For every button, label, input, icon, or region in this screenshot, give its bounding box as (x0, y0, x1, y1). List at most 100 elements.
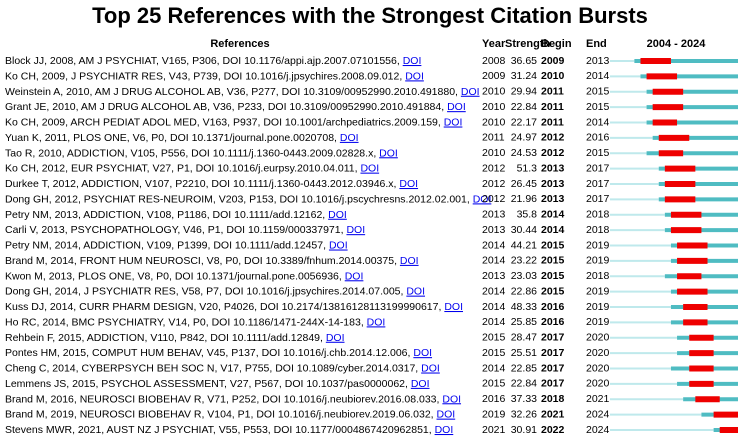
doi-link[interactable]: DOI (400, 255, 419, 267)
strength: 37.33 (511, 393, 537, 405)
reference-text: Carli V, 2013, PSYCHOPATHOLOGY, V46, P1,… (5, 224, 346, 236)
end: 2020 (586, 378, 610, 390)
pre-publication-line (610, 290, 671, 293)
doi-link[interactable]: DOI (360, 162, 379, 174)
end: 2014 (586, 70, 610, 82)
end: 2016 (586, 132, 610, 144)
doi-link[interactable]: DOI (329, 239, 348, 251)
burst-bar (658, 150, 684, 157)
active-line (646, 151, 738, 156)
begin: 2017 (541, 378, 565, 390)
doi-link[interactable]: DOI (411, 378, 430, 390)
burst-bar (664, 165, 696, 172)
year: 2012 (482, 193, 506, 205)
reference-text: Pontes HM, 2015, COMPUT HUM BEHAV, V45, … (5, 347, 413, 359)
end: 2019 (586, 239, 610, 251)
year: 2012 (482, 162, 506, 174)
doi-link[interactable]: DOI (444, 116, 463, 128)
burst-bar (658, 134, 690, 141)
doi-link[interactable]: DOI (442, 393, 461, 405)
strength: 24.53 (511, 147, 537, 159)
doi-link[interactable]: DOI (437, 408, 456, 420)
burst-bar (640, 58, 671, 64)
begin: 2017 (541, 362, 565, 374)
end: 2013 (586, 55, 610, 67)
burst-bar (652, 119, 678, 126)
doi-link[interactable]: DOI (346, 224, 365, 236)
year: 2010 (482, 86, 506, 98)
end: 2015 (586, 101, 610, 113)
reference: Petry NM, 2013, ADDICTION, V108, P1186, … (5, 209, 347, 221)
year: 2016 (482, 393, 506, 405)
doi-link[interactable]: DOI (405, 70, 424, 82)
doi-link[interactable]: DOI (435, 424, 454, 436)
doi-link[interactable]: DOI (444, 301, 463, 313)
begin: 2016 (541, 316, 565, 328)
doi-link[interactable]: DOI (461, 86, 480, 98)
doi-link[interactable]: DOI (345, 270, 364, 282)
year: 2011 (482, 132, 505, 144)
year: 2008 (482, 55, 506, 67)
doi-link[interactable]: DOI (399, 178, 418, 190)
doi-link[interactable]: DOI (367, 316, 386, 328)
year: 2010 (482, 116, 506, 128)
reference-text: Rehbein F, 2015, ADDICTION, V110, P842, … (5, 332, 326, 344)
year: 2014 (482, 316, 506, 328)
doi-link[interactable]: DOI (421, 362, 440, 374)
reference: Ho RC, 2014, BMC PSYCHIATRY, V14, P0, DO… (5, 316, 385, 328)
strength: 25.51 (511, 347, 537, 359)
year: 2013 (482, 209, 506, 221)
pre-publication-line (610, 167, 659, 170)
pre-publication-line (610, 75, 641, 78)
year: 2014 (482, 362, 506, 374)
doi-link[interactable]: DOI (340, 132, 359, 144)
reference: Grant JE, 2010, AM J DRUG ALCOHOL AB, V3… (5, 101, 466, 113)
header-begin: Begin (541, 38, 572, 50)
active-line (646, 89, 738, 94)
doi-link[interactable]: DOI (328, 209, 347, 221)
end: 2021 (586, 393, 610, 405)
burst-bar (683, 319, 708, 326)
reference: Yuan K, 2011, PLOS ONE, V6, P0, DOI 10.1… (5, 132, 359, 144)
doi-link[interactable]: DOI (413, 347, 432, 359)
reference: Block JJ, 2008, AM J PSYCHIAT, V165, P30… (5, 55, 421, 67)
year: 2015 (482, 378, 506, 390)
begin: 2010 (541, 70, 565, 82)
strength: 44.21 (511, 239, 537, 251)
active-line (640, 74, 738, 79)
reference-text: Lemmens JS, 2015, PSYCHOL ASSESSMENT, V2… (5, 378, 411, 390)
reference-text: Tao R, 2010, ADDICTION, V105, P556, DOI … (5, 147, 379, 159)
year: 2014 (482, 285, 506, 297)
reference-text: Ko CH, 2009, ARCH PEDIAT ADOL MED, V163,… (5, 116, 444, 128)
year: 2015 (482, 332, 506, 344)
doi-link[interactable]: DOI (406, 285, 425, 297)
reference: Kuss DJ, 2014, CURR PHARM DESIGN, V20, P… (5, 301, 463, 313)
burst-bar (670, 211, 702, 218)
doi-link[interactable]: DOI (379, 147, 398, 159)
year: 2014 (482, 255, 506, 267)
reference: Ko CH, 2009, ARCH PEDIAT ADOL MED, V163,… (5, 116, 462, 128)
reference-text: Petry NM, 2013, ADDICTION, V108, P1186, … (5, 209, 328, 221)
burst-bar (719, 427, 738, 433)
doi-link[interactable]: DOI (473, 193, 492, 205)
reference-text: Block JJ, 2008, AM J PSYCHIAT, V165, P30… (5, 55, 403, 67)
reference: Ko CH, 2012, EUR PSYCHIAT, V27, P1, DOI … (5, 162, 379, 174)
begin: 2021 (541, 408, 565, 420)
reference-text: Ko CH, 2012, EUR PSYCHIAT, V27, P1, DOI … (5, 162, 360, 174)
doi-link[interactable]: DOI (447, 101, 466, 113)
end: 2015 (586, 147, 610, 159)
doi-link[interactable]: DOI (326, 332, 345, 344)
strength: 51.3 (517, 162, 538, 174)
burst-bar (677, 257, 708, 264)
strength: 24.97 (511, 132, 537, 144)
end: 2017 (586, 178, 610, 190)
burst-bar (664, 181, 696, 187)
pre-publication-line (610, 382, 678, 385)
pre-publication-line (610, 106, 647, 109)
burst-bar (713, 411, 738, 418)
doi-link[interactable]: DOI (403, 55, 422, 67)
strength: 28.47 (511, 332, 537, 344)
pre-publication-line (610, 152, 647, 155)
title: Top 25 References with the Strongest Cit… (92, 3, 648, 28)
